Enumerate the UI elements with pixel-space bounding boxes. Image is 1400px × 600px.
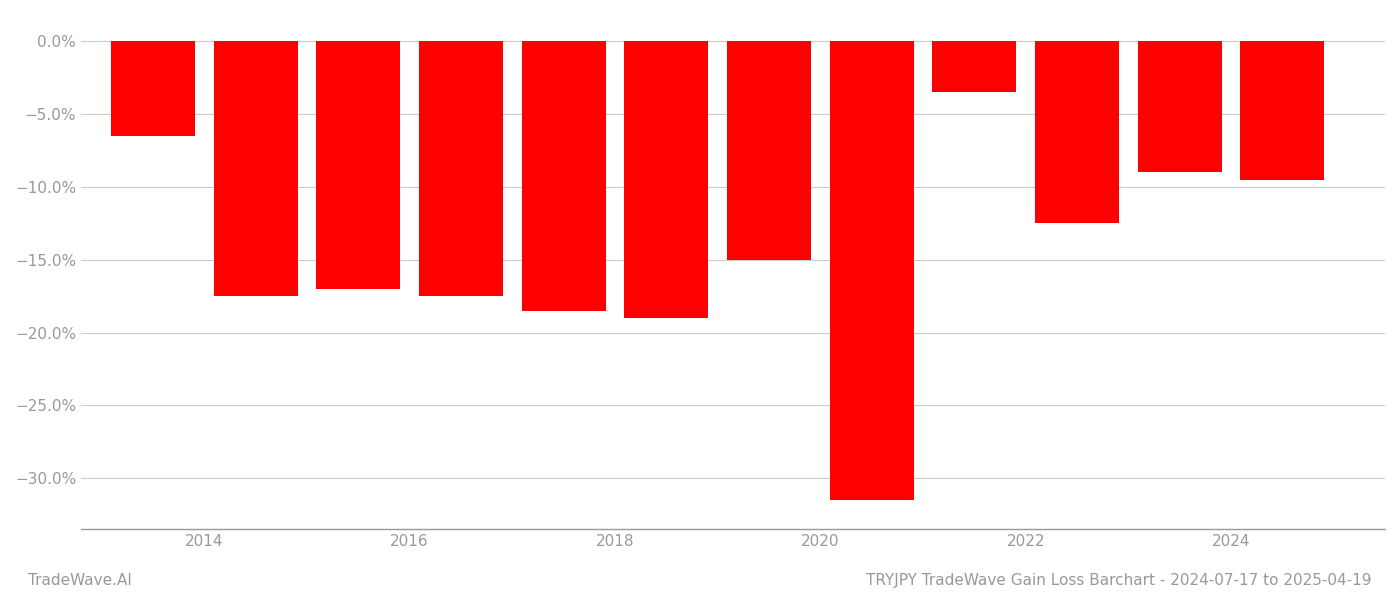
Text: TradeWave.AI: TradeWave.AI [28, 573, 132, 588]
Bar [316, 41, 400, 289]
Bar [830, 41, 914, 500]
Bar [1138, 41, 1222, 172]
Bar [932, 41, 1016, 92]
Text: TRYJPY TradeWave Gain Loss Barchart - 2024-07-17 to 2025-04-19: TRYJPY TradeWave Gain Loss Barchart - 20… [867, 573, 1372, 588]
Bar [1240, 41, 1324, 179]
Bar [111, 41, 195, 136]
Bar [727, 41, 811, 260]
Bar [419, 41, 503, 296]
Bar [214, 41, 298, 296]
Bar [522, 41, 606, 311]
Bar [624, 41, 708, 318]
Bar [1035, 41, 1119, 223]
